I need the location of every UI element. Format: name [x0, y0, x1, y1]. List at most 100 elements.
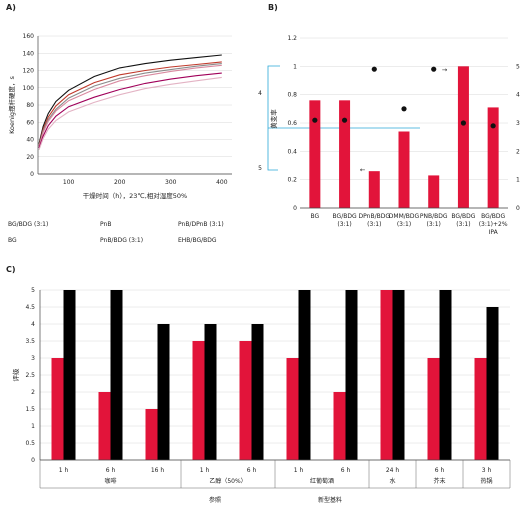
- category-label-c: 6 h: [435, 467, 445, 474]
- dot-marker-b: [401, 106, 407, 112]
- series-line-a-3: [38, 63, 222, 147]
- bar-b: [428, 175, 440, 208]
- ytick-label-b: 0: [293, 205, 297, 212]
- category-label-b: (3:1): [337, 221, 351, 228]
- category-label-c: 6 h: [341, 467, 351, 474]
- category-label-b: DPnB/BDG: [359, 213, 391, 220]
- bracket-left-b: [267, 65, 280, 171]
- ytick-label-a: 80: [26, 102, 34, 109]
- left-extra-label-b: 4: [258, 90, 262, 97]
- series-line-a-4: [38, 64, 222, 148]
- legend-entry-a: PnB: [100, 221, 111, 228]
- ytick-label-a: 100: [23, 85, 35, 92]
- ytick-label-b: 0.6: [287, 120, 297, 127]
- ytick-label-a: 60: [26, 119, 34, 126]
- category-label-b: BG/BDG: [333, 213, 357, 220]
- ytick-label-c: 2.5: [25, 372, 35, 379]
- bar-c-new: [204, 324, 217, 460]
- y-axis-label-b: 黄变率: [269, 109, 278, 129]
- bar-c-ref: [98, 392, 111, 460]
- bar-c-ref: [427, 358, 440, 460]
- chart-a: 0 20 40 60 80 100 120 140 160 100 200 300 400 干燥时间（h）…: [7, 33, 232, 244]
- xtick-label-a: 300: [165, 179, 177, 186]
- group-label-c: 热锅: [480, 477, 492, 485]
- category-label-c: 6 h: [106, 467, 116, 474]
- category-label-c: 16 h: [151, 467, 165, 474]
- category-label-c: 1 h: [200, 467, 210, 474]
- ytick-label-a: 160: [23, 33, 35, 40]
- arrow-right-b: →: [442, 66, 448, 74]
- bar-c-new: [63, 290, 76, 460]
- category-label-b: (3:1): [367, 221, 381, 228]
- bar-c-ref: [239, 341, 252, 460]
- bar-c-new: [298, 290, 311, 460]
- category-label-c: 1 h: [294, 467, 304, 474]
- ytick-label-a: 20: [26, 154, 34, 161]
- bar-b: [339, 100, 351, 208]
- series-line-a-5: [38, 72, 222, 149]
- ytick-label-a: 0: [30, 171, 34, 178]
- y-axis-label-c: 评级: [11, 368, 20, 382]
- category-label-b: BG/BDG: [451, 213, 475, 220]
- group-label-c: 水: [389, 477, 395, 485]
- ytick-label-c: 3: [31, 355, 35, 362]
- legend-entry-a: BG/BDG (3:1): [8, 221, 48, 228]
- ytick-label-b: 0.4: [287, 148, 297, 155]
- bar-c-new: [345, 290, 358, 460]
- bar-c-new: [392, 290, 405, 460]
- bar-b: [368, 171, 380, 208]
- right-tick-label-b: 4: [516, 92, 520, 99]
- series-line-a-2: [38, 61, 222, 146]
- dot-marker-b: [490, 123, 496, 129]
- ytick-label-c: 0: [31, 457, 35, 464]
- ytick-label-b: 0.8: [287, 92, 297, 99]
- right-tick-label-b: 3: [516, 120, 520, 127]
- bar-b: [487, 107, 499, 208]
- arrow-left-b: ←: [360, 166, 366, 174]
- ytick-label-a: 140: [23, 50, 35, 57]
- right-tick-label-b: 5: [516, 63, 520, 70]
- dot-marker-b: [431, 66, 437, 72]
- ytick-label-c: 5: [31, 287, 35, 294]
- chart-c: 0 0.5 1 1.5 2 2.5 3 3.5 4 4.5 5 评级 1 h 6 h 16 h 1 h 6 h 1…: [11, 287, 511, 504]
- xtick-label-a: 200: [114, 179, 126, 186]
- xtick-label-a: 100: [63, 179, 75, 186]
- legend-entry-a: BG: [8, 237, 17, 244]
- bar-c-ref: [333, 392, 346, 460]
- ytick-label-c: 1: [31, 423, 35, 430]
- legend-entry-c: 新型基料: [318, 496, 342, 504]
- category-label-b: IPA: [489, 229, 499, 236]
- bar-b: [309, 100, 321, 208]
- right-tick-label-b: 1: [516, 177, 520, 184]
- bar-c-ref: [286, 358, 299, 460]
- x-axis-label-a: 干燥时间（h），23℃,相对湿度50%: [83, 191, 187, 200]
- group-label-c: 芥末: [433, 477, 445, 485]
- bar-b: [457, 66, 469, 208]
- category-label-b: PNB/BDG: [420, 213, 448, 220]
- group-label-c: 红葡萄酒: [310, 477, 334, 485]
- ytick-label-c: 2: [31, 389, 35, 396]
- dot-marker-b: [460, 120, 467, 126]
- category-label-b: (3:1): [397, 221, 411, 228]
- bar-c-new: [251, 324, 264, 460]
- ytick-label-b: 1.2: [287, 35, 297, 42]
- category-label-b: DMM/BDG: [389, 213, 420, 220]
- bar-c-ref: [192, 341, 205, 460]
- ytick-label-c: 3.5: [25, 338, 35, 345]
- category-label-b: BG: [311, 213, 320, 220]
- bar-b: [398, 131, 410, 208]
- ytick-label-b: 0.2: [287, 177, 297, 184]
- group-label-c: 咖啡: [104, 477, 116, 485]
- bar-c-new: [157, 324, 170, 460]
- legend-entry-a: PnB/BDG (3:1): [100, 237, 143, 244]
- right-tick-label-b: 0: [516, 205, 520, 212]
- series-line-a-6: [38, 76, 222, 150]
- category-label-c: 1 h: [59, 467, 69, 474]
- ytick-label-a: 40: [26, 137, 34, 144]
- y-axis-label-a: Koenig摆杆硬度，s: [7, 75, 16, 133]
- right-tick-label-b: 2: [516, 148, 520, 155]
- category-label-c: 6 h: [247, 467, 257, 474]
- ytick-label-c: 0.5: [25, 440, 35, 447]
